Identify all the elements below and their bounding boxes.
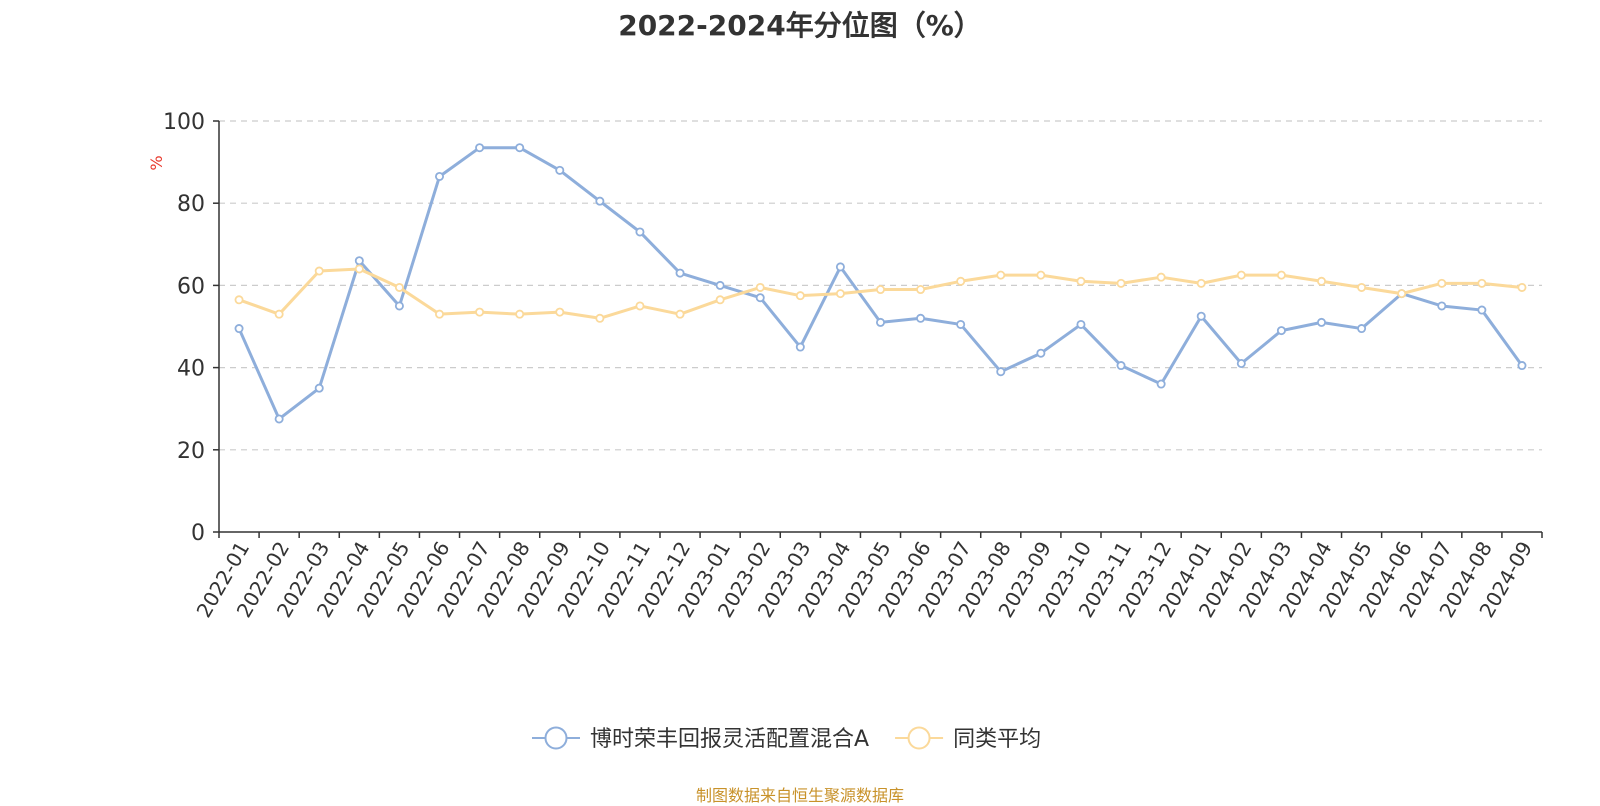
data-point <box>595 313 605 323</box>
y-tick-label: 0 <box>191 521 205 546</box>
data-point <box>515 309 525 319</box>
data-point <box>354 256 364 266</box>
data-point <box>996 367 1006 377</box>
data-point <box>434 171 444 181</box>
data-point <box>314 383 324 393</box>
data-point <box>394 282 404 292</box>
data-point <box>835 289 845 299</box>
data-point <box>795 342 805 352</box>
axes: 020406080100%2022-012022-022022-032022-0… <box>147 110 1543 622</box>
y-tick-label: 80 <box>177 192 205 217</box>
data-point <box>675 268 685 278</box>
data-point <box>595 196 605 206</box>
series-lines <box>234 143 1527 424</box>
data-point <box>635 301 645 311</box>
legend-marker <box>907 726 931 750</box>
data-point <box>274 309 284 319</box>
data-point <box>1477 305 1487 315</box>
data-point <box>835 262 845 272</box>
data-point <box>1196 311 1206 321</box>
data-point <box>1437 278 1447 288</box>
data-point <box>1317 276 1327 286</box>
data-point <box>956 276 966 286</box>
data-point <box>1437 301 1447 311</box>
data-point <box>1517 282 1527 292</box>
data-point <box>876 285 886 295</box>
data-point <box>1357 324 1367 334</box>
data-point <box>555 307 565 317</box>
data-point <box>1236 270 1246 280</box>
chart-title: 2022-2024年分位图（%） <box>618 9 982 42</box>
data-point <box>314 266 324 276</box>
data-point <box>755 282 765 292</box>
data-point <box>354 264 364 274</box>
data-point <box>1236 358 1246 368</box>
data-point <box>1156 272 1166 282</box>
y-tick-label: 40 <box>177 357 205 382</box>
data-point <box>1116 278 1126 288</box>
data-point <box>1156 379 1166 389</box>
data-point <box>234 295 244 305</box>
data-point <box>715 280 725 290</box>
data-point <box>475 143 485 153</box>
data-point <box>475 307 485 317</box>
data-point <box>1397 289 1407 299</box>
legend-marker <box>544 726 568 750</box>
data-point <box>394 301 404 311</box>
legend-item-1[interactable]: 同类平均 <box>895 726 1041 752</box>
y-tick-label: 60 <box>177 274 205 299</box>
data-point <box>1357 282 1367 292</box>
data-point <box>1036 348 1046 358</box>
data-point <box>916 313 926 323</box>
data-point <box>1317 317 1327 327</box>
data-point <box>876 317 886 327</box>
y-axis-label: % <box>147 155 166 170</box>
data-point <box>434 309 444 319</box>
data-point <box>675 309 685 319</box>
y-tick-label: 20 <box>177 439 205 464</box>
data-point <box>1076 276 1086 286</box>
data-point <box>715 295 725 305</box>
data-point <box>1196 278 1206 288</box>
data-point <box>515 143 525 153</box>
data-point <box>1036 270 1046 280</box>
legend-label: 同类平均 <box>953 727 1041 752</box>
y-tick-label: 100 <box>163 110 205 135</box>
data-point <box>274 414 284 424</box>
data-point <box>1276 326 1286 336</box>
data-point <box>635 227 645 237</box>
data-point <box>916 285 926 295</box>
data-point <box>956 319 966 329</box>
data-point <box>755 293 765 303</box>
legend-item-0[interactable]: 博时荣丰回报灵活配置混合A <box>532 726 869 752</box>
data-point <box>1276 270 1286 280</box>
data-point <box>1076 319 1086 329</box>
data-point <box>234 324 244 334</box>
data-point <box>1116 361 1126 371</box>
legend[interactable]: 博时荣丰回报灵活配置混合A 同类平均 <box>532 726 1041 752</box>
source-note: 制图数据来自恒生聚源数据库 <box>695 786 904 805</box>
data-point <box>1477 278 1487 288</box>
data-point <box>1517 361 1527 371</box>
data-point <box>555 165 565 175</box>
legend-label: 博时荣丰回报灵活配置混合A <box>590 727 869 752</box>
data-point <box>795 291 805 301</box>
data-point <box>996 270 1006 280</box>
